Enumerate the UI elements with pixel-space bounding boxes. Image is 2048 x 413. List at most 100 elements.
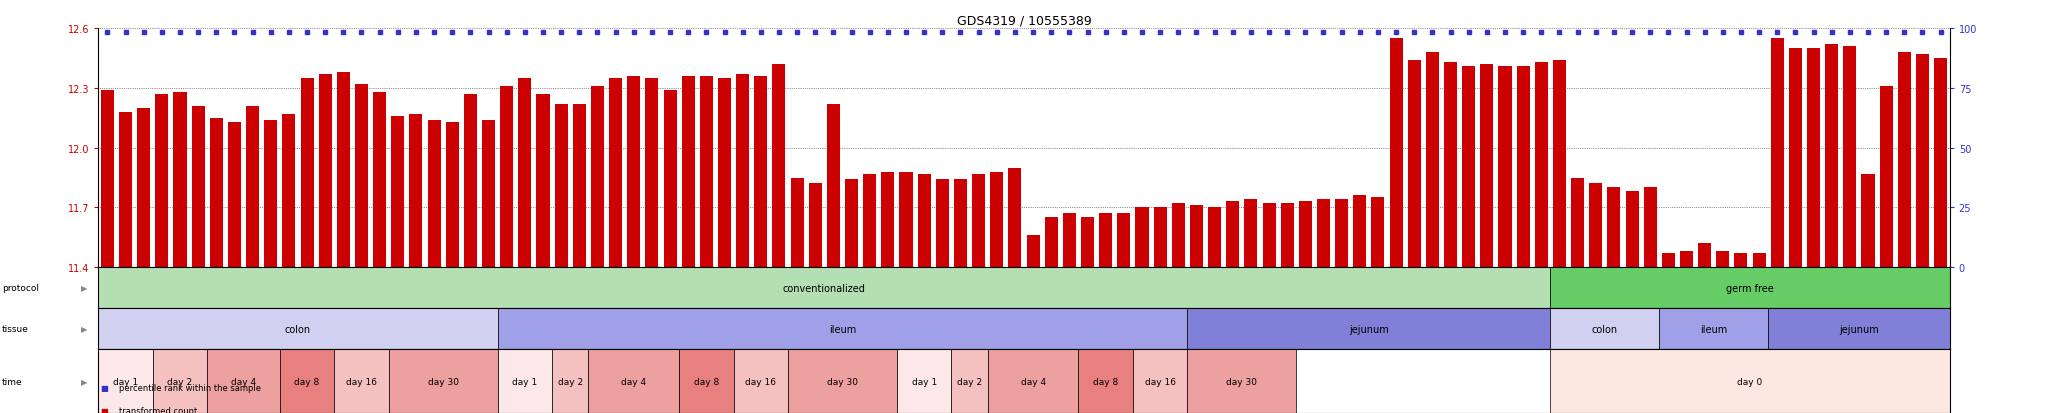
Bar (481, 121, 496, 268)
Bar (1698, 244, 1712, 268)
Text: day 4: day 4 (621, 377, 647, 386)
Bar (1862, 174, 1874, 268)
Text: ileum: ileum (829, 324, 856, 334)
Bar (1880, 87, 1892, 268)
Bar (608, 78, 623, 268)
Bar (463, 95, 477, 268)
Bar (881, 172, 895, 268)
Bar (1444, 63, 1456, 268)
Bar (1100, 214, 1112, 268)
Text: percentile rank within the sample: percentile rank within the sample (119, 383, 260, 392)
Bar (936, 180, 948, 268)
Bar (754, 77, 768, 268)
Bar (209, 119, 223, 268)
Bar (391, 116, 403, 268)
Bar (319, 75, 332, 268)
Bar (862, 174, 877, 268)
Text: day 8: day 8 (1094, 377, 1118, 386)
Text: day 1: day 1 (911, 377, 936, 386)
Bar (1518, 66, 1530, 268)
Bar (1298, 202, 1313, 268)
Bar (389, 350, 498, 413)
Bar (553, 350, 588, 413)
Bar (791, 178, 803, 268)
Bar (1481, 65, 1493, 268)
Bar (1552, 61, 1567, 268)
Bar (1133, 350, 1188, 413)
Bar (193, 107, 205, 268)
Text: day 30: day 30 (1227, 377, 1257, 386)
Text: ileum: ileum (1700, 324, 1726, 334)
Bar (645, 78, 659, 268)
Bar (1767, 309, 1950, 350)
Bar (98, 309, 498, 350)
Bar (1735, 254, 1747, 268)
Text: ▶: ▶ (80, 325, 88, 334)
Text: time: time (2, 377, 23, 386)
Bar (1425, 53, 1440, 268)
Bar (827, 104, 840, 268)
Text: day 1: day 1 (113, 377, 137, 386)
Bar (1589, 184, 1602, 268)
Bar (1208, 208, 1221, 268)
Text: day 4: day 4 (231, 377, 256, 386)
Bar (410, 114, 422, 268)
Bar (500, 87, 514, 268)
Bar (1063, 214, 1075, 268)
Bar (1118, 214, 1130, 268)
Bar (1825, 45, 1839, 268)
Bar (1772, 39, 1784, 268)
Text: day 2: day 2 (168, 377, 193, 386)
Bar (1806, 49, 1821, 268)
Bar (98, 268, 1550, 309)
Bar (336, 73, 350, 268)
Bar (1534, 63, 1548, 268)
Text: jejunum: jejunum (1350, 324, 1389, 334)
Bar (1661, 254, 1675, 268)
Bar (373, 93, 387, 268)
Bar (1659, 309, 1767, 350)
Text: ▶: ▶ (80, 377, 88, 386)
Bar (156, 95, 168, 268)
Bar (354, 85, 369, 268)
Bar (1608, 188, 1620, 268)
Bar (1171, 204, 1186, 268)
Bar (1571, 178, 1585, 268)
Text: day 2: day 2 (557, 377, 584, 386)
Bar (1280, 204, 1294, 268)
Text: day 8: day 8 (694, 377, 719, 386)
Text: colon: colon (285, 324, 311, 334)
Text: day 16: day 16 (346, 377, 377, 386)
Bar (973, 174, 985, 268)
Bar (627, 77, 641, 268)
Bar (1462, 66, 1475, 268)
Bar (428, 121, 440, 268)
Bar (119, 112, 131, 268)
Bar (733, 350, 788, 413)
Bar (1499, 66, 1511, 268)
Text: day 2: day 2 (956, 377, 983, 386)
Text: day 16: day 16 (745, 377, 776, 386)
Text: germ free: germ free (1726, 283, 1774, 293)
Bar (1917, 55, 1929, 268)
Bar (1753, 254, 1765, 268)
Text: ▶: ▶ (80, 284, 88, 292)
Bar (100, 90, 115, 268)
Text: protocol: protocol (2, 284, 39, 292)
Text: colon: colon (1591, 324, 1618, 334)
Text: ■: ■ (100, 406, 109, 413)
Bar (1245, 200, 1257, 268)
Bar (952, 350, 987, 413)
Bar (1079, 350, 1133, 413)
Bar (1188, 309, 1550, 350)
Bar (664, 90, 676, 268)
Bar (537, 95, 549, 268)
Bar (1026, 236, 1040, 268)
Bar (1008, 168, 1022, 268)
Bar (1716, 252, 1729, 268)
Bar (1389, 39, 1403, 268)
Bar (1679, 252, 1694, 268)
Bar (772, 65, 786, 268)
Bar (207, 350, 281, 413)
Bar (592, 87, 604, 268)
